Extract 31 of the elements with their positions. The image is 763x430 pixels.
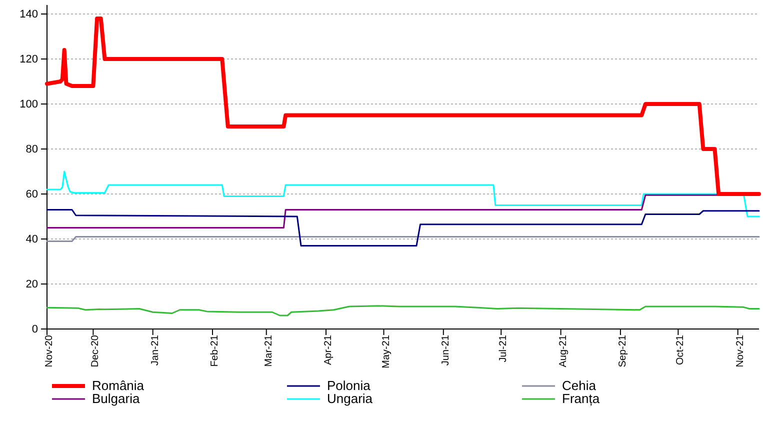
legend-label: Cehia	[562, 378, 597, 393]
y-tick-label: 20	[26, 278, 38, 291]
legend-label: România	[92, 378, 145, 393]
line-series	[46, 209, 760, 246]
x-tick-label: Nov-20	[44, 334, 55, 368]
x-tick-label: Mar-21	[263, 334, 274, 367]
line-series	[46, 305, 760, 316]
x-tick-label: Aug-21	[558, 334, 569, 368]
y-tick-label: 120	[20, 54, 38, 66]
y-tick-label: 40	[26, 234, 38, 246]
x-tick-label: Sep-21	[617, 334, 628, 368]
y-tick-label: 0	[32, 324, 38, 336]
legend-label: Ungaria	[327, 391, 374, 406]
x-tick-label: May-21	[380, 334, 392, 368]
line-series	[45, 16, 761, 196]
x-tick-label: Jul-21	[498, 334, 510, 362]
y-tick-label: 100	[20, 98, 38, 111]
x-tick-label: Nov-21	[734, 334, 746, 368]
y-tick-label: 140	[20, 8, 38, 21]
x-tick-label: Oct-21	[675, 334, 686, 366]
y-tick-label: 60	[26, 188, 38, 201]
legend-label: Franța	[562, 391, 600, 406]
x-tick-label: Apr-21	[323, 334, 334, 366]
x-tick-label: Feb-21	[209, 334, 220, 367]
legend-label: Bulgaria	[92, 391, 140, 406]
x-tick-label: Dec-20	[90, 334, 102, 368]
y-tick-label: 80	[26, 144, 38, 156]
x-tick-label: Jun-21	[440, 334, 452, 366]
x-tick-label: Jan-21	[150, 334, 161, 366]
line-series	[46, 170, 760, 218]
legend-label: Polonia	[327, 378, 372, 393]
